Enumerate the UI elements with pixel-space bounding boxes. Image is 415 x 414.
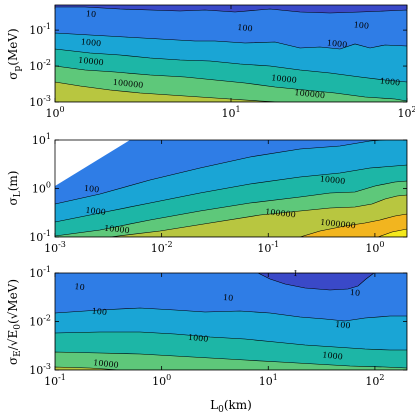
contour-band-highest	[377, 228, 407, 237]
contour-level-label: 1000000	[320, 218, 356, 231]
y-tick-label: 100	[32, 181, 51, 196]
panel-energy-resolution: 1 10 10 10 100 100 1000 1000 10000 10-1 100 101 102…	[6, 265, 408, 414]
panel-2-contour-fill	[55, 140, 407, 237]
y-tick-label: 10-3	[29, 94, 51, 109]
y-tick-label: 10-1	[29, 22, 51, 37]
contour-level-label: 10000	[104, 224, 130, 236]
contour-level-label: 1	[293, 269, 299, 278]
contour-level-label: 100	[237, 23, 253, 34]
contour-level-label: 1000	[80, 37, 101, 48]
contour-level-label: 1000	[322, 350, 343, 361]
y-tick-label: 10-3	[29, 362, 51, 377]
panel-3-y-axis-label: σE/√E0(√MeV)	[6, 279, 23, 365]
y-tick-label: 10-1	[29, 265, 51, 280]
contour-band-10000	[55, 366, 121, 370]
contour-level-label: 1000	[85, 206, 106, 217]
contour-band-1000000	[299, 213, 407, 237]
x-tick-label: 10-1	[44, 373, 66, 388]
panel-1-contour-labels: 10 100 100 1000 1000 10000 1000 10000 100000 1000…	[78, 9, 401, 100]
contour-level-label: 10000	[78, 56, 104, 68]
x-tick-label: 10-3	[44, 240, 66, 255]
contour-level-label: 100	[91, 306, 107, 317]
contour-level-label: 10000	[93, 358, 119, 370]
panel-3-contour-labels: 1 10 10 10 100 100 1000 1000 10000	[74, 269, 360, 370]
contour-level-label: 1000	[379, 76, 400, 87]
panel-2-y-axis-label: σL(m)	[6, 171, 23, 206]
contour-level-label: 100000	[112, 78, 143, 90]
contour-level-label: 100000	[294, 88, 325, 100]
contour-band-100000	[55, 81, 281, 102]
panel-2-contour-labels: 100 1000 10000 10000 100000 1000000	[83, 174, 356, 235]
panel-3-contour-fill	[55, 273, 407, 370]
panel-1-y-axis-label: σp(MeV)	[6, 28, 23, 79]
x-tick-label: 100	[152, 373, 171, 388]
contour-level-label: 100000	[265, 207, 296, 219]
x-tick-label: 10-2	[151, 240, 173, 255]
y-tick-label: 10-2	[29, 58, 51, 73]
x-tick-label: 101	[259, 373, 278, 388]
panel-1-contour-fill	[55, 5, 407, 102]
contour-level-label: 100	[353, 20, 369, 31]
contour-band-100000	[109, 194, 407, 237]
x-tick-label: 101	[221, 105, 240, 120]
y-tick-label: 101	[32, 132, 51, 147]
contour-level-label: 10	[223, 293, 234, 303]
panel-2-x-ticks: 10-3 10-2 10-1 100	[44, 140, 384, 255]
contour-level-label: 1000	[188, 333, 209, 344]
panel-1-y-ticks: 10-3 10-2 10-1	[29, 22, 407, 109]
contour-level-label: 10000	[271, 73, 297, 85]
contour-level-label: 100	[83, 184, 99, 195]
panel-momentum-spread: 10 100 100 1000 1000 10000 1000 10000 100000 1000…	[6, 4, 415, 120]
contour-level-label: 10	[85, 9, 96, 19]
contour-band-1000	[55, 351, 407, 370]
x-tick-label: 10-1	[257, 240, 279, 255]
panel-2-y-ticks: 10-1 100 101	[29, 132, 407, 244]
contour-level-label: 100	[335, 320, 351, 331]
contour-level-label: 10	[74, 282, 85, 292]
panel-1-x-ticks: 100 101 102	[45, 5, 415, 120]
x-axis-label: L0(km)	[210, 398, 252, 414]
contour-level-label: 10	[349, 288, 360, 298]
x-tick-label: 100	[365, 240, 384, 255]
x-tick-label: 100	[45, 105, 64, 120]
y-tick-label: 10-1	[29, 229, 51, 244]
y-tick-label: 10-2	[29, 314, 51, 329]
x-tick-label: 102	[365, 373, 384, 388]
contour-level-label: 1000	[326, 38, 347, 49]
x-tick-label: 102	[397, 105, 415, 120]
contour-level-label: 10000	[319, 174, 345, 186]
panel-3-y-ticks: 10-3 10-2 10-1	[29, 265, 407, 377]
panel-3-x-ticks: 10-1 100 101 102	[44, 273, 384, 388]
contour-band-below-1	[257, 273, 375, 291]
